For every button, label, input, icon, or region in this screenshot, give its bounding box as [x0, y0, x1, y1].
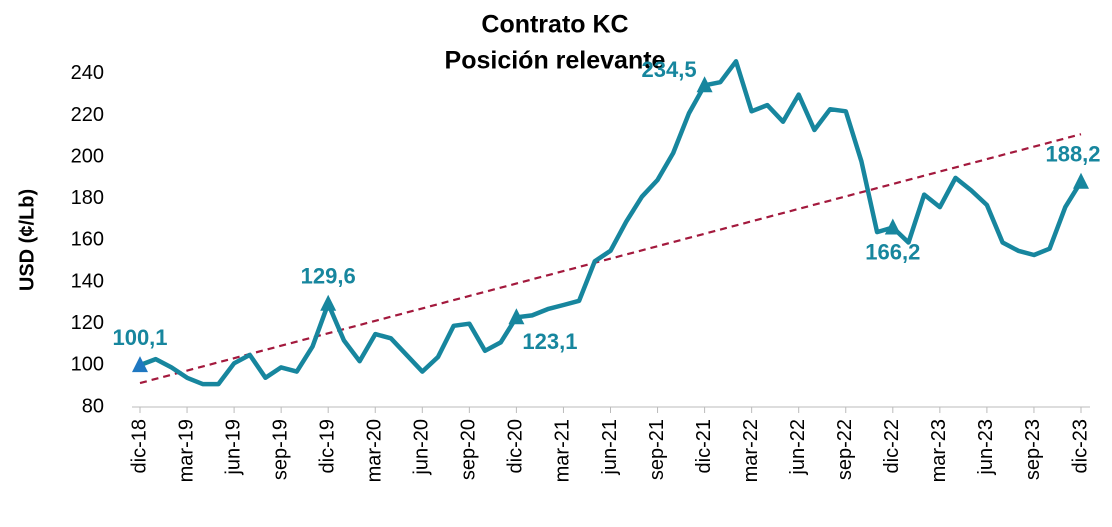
marker [132, 356, 148, 373]
chart-title: Contrato KC [481, 11, 628, 39]
y-axis-label: USD (¢/Lb) [16, 189, 38, 291]
x-tick-label: jun-19 [222, 419, 244, 476]
x-tick-label: mar-20 [364, 419, 386, 482]
x-tick-label: sep-23 [1022, 419, 1044, 480]
data-label: 100,1 [112, 325, 167, 350]
marker [884, 218, 901, 235]
x-tick-label: mar-19 [175, 419, 197, 482]
x-tick-label: jun-22 [787, 419, 809, 476]
y-tick-label: 100 [71, 354, 104, 376]
x-tick-label: sep-19 [269, 419, 291, 480]
x-tick-label: dic-23 [1069, 419, 1091, 473]
marker [696, 76, 713, 93]
y-tick-label: 200 [71, 145, 104, 167]
y-tick-label: 120 [71, 312, 104, 334]
data-label: 234,5 [642, 57, 697, 82]
x-tick-label: sep-21 [646, 419, 668, 480]
data-label: 129,6 [301, 264, 356, 289]
x-tick-label: dic-22 [881, 419, 903, 473]
data-label: 123,1 [522, 329, 577, 354]
x-tick-label: dic-19 [316, 419, 338, 473]
x-tick-label: jun-20 [411, 419, 433, 476]
x-tick-label: dic-18 [128, 419, 150, 473]
marker [320, 294, 337, 311]
y-tick-label: 160 [71, 229, 104, 251]
x-tick-label: sep-20 [458, 419, 480, 480]
x-tick-label: mar-21 [552, 419, 574, 482]
x-tick-label: sep-22 [834, 419, 856, 480]
x-tick-label: mar-23 [928, 419, 950, 482]
data-label: 188,2 [1045, 142, 1100, 167]
trend-line [139, 133, 1082, 385]
y-tick-label: 240 [71, 62, 104, 84]
y-tick-label: 140 [71, 270, 104, 292]
x-tick-label: dic-20 [505, 419, 527, 473]
x-tick-label: jun-23 [975, 419, 997, 476]
marker [508, 308, 525, 325]
x-tick-label: mar-22 [740, 419, 762, 482]
data-label: 166,2 [865, 239, 920, 264]
chart-title: Posición relevante [445, 47, 666, 75]
y-tick-label: 80 [82, 395, 104, 417]
series-line [139, 59, 1083, 387]
y-tick-label: 220 [71, 104, 104, 126]
y-tick-label: 180 [71, 187, 104, 209]
marker [1073, 172, 1089, 189]
x-tick-label: dic-21 [693, 419, 715, 473]
x-tick-label: jun-21 [599, 419, 621, 476]
